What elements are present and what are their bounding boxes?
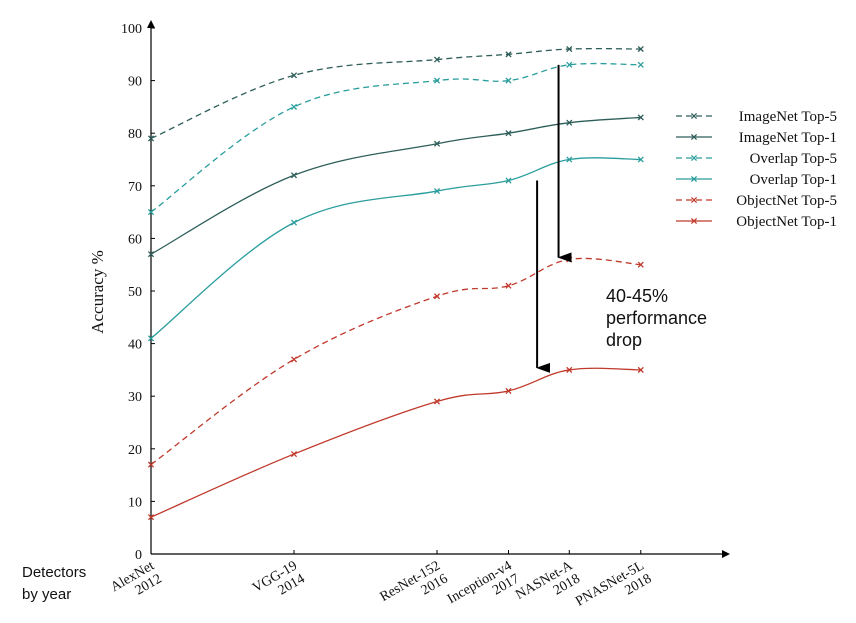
legend-entry-objectnet-top-5: ObjectNet Top-5: [676, 193, 837, 209]
series-overlap-top-1: [147, 156, 644, 342]
legend: ImageNet Top-5 ImageNet Top-1 Overlap Top-…: [676, 109, 837, 230]
series-imagenet-top-1: [147, 114, 644, 258]
data-point-overlap-top-5: [566, 61, 573, 68]
data-point-imagenet-top-5: [147, 135, 155, 142]
x-axis-label: Detectors by year: [22, 564, 90, 603]
y-tick-label: 50: [128, 285, 142, 300]
data-point-overlap-top-1: [637, 156, 644, 163]
y-tick-label: 90: [128, 75, 142, 90]
series-line-overlap-top-5: [150, 62, 641, 213]
data-point-objectnet-top-5: [505, 282, 512, 289]
x-tick-label: ResNet-1522016: [378, 558, 451, 617]
data-point-objectnet-top-5: [433, 293, 441, 300]
legend-entry-imagenet-top-1: ImageNet Top-1: [676, 130, 837, 146]
data-point-objectnet-top-5: [290, 356, 298, 363]
x-tick-label: NASNet-A2018: [513, 558, 583, 616]
series-overlap-top-5: [147, 61, 644, 216]
legend-marker: [690, 154, 698, 162]
annotation-line-1: 40-45%: [606, 286, 668, 306]
annotation-line-2: performance: [606, 308, 707, 328]
data-point-overlap-top-1: [290, 219, 298, 226]
data-point-objectnet-top-1: [637, 366, 644, 373]
data-point-imagenet-top-1: [637, 114, 644, 121]
x-tick-label: AlexNet2012: [108, 558, 164, 608]
data-point-overlap-top-5: [290, 103, 298, 110]
data-point-overlap-top-5: [147, 209, 155, 216]
annotation-performance-drop: 40-45% performance drop: [606, 286, 712, 350]
legend-entry-overlap-top-5: Overlap Top-5: [676, 151, 837, 167]
legend-marker: [690, 175, 698, 183]
data-point-objectnet-top-1: [566, 366, 573, 373]
series-line-objectnet-top-1: [150, 367, 641, 518]
series-group: [147, 45, 644, 521]
x-axis-label-line-1: Detectors: [22, 564, 86, 581]
legend-label: Overlap Top-1: [750, 172, 837, 188]
legend-label: ObjectNet Top-1: [736, 214, 837, 230]
drop-arrows: [536, 64, 572, 373]
legend-marker: [690, 112, 698, 120]
legend-marker: [690, 217, 698, 225]
x-tick-label: Inception-v42017: [445, 558, 522, 620]
data-point-overlap-top-5: [505, 77, 512, 84]
data-point-objectnet-top-1: [290, 451, 298, 458]
data-point-overlap-top-1: [505, 177, 512, 184]
y-tick-label: 40: [128, 338, 142, 353]
series-imagenet-top-5: [147, 45, 644, 142]
legend-entry-objectnet-top-1: ObjectNet Top-1: [676, 214, 837, 230]
y-axis-arrow: [147, 20, 155, 28]
data-point-imagenet-top-1: [147, 251, 155, 258]
y-tick-label: 30: [128, 390, 142, 405]
annotation-line-3: drop: [606, 330, 642, 350]
data-point-overlap-top-5: [637, 61, 644, 68]
y-tick-label: 100: [121, 22, 142, 37]
x-axis-label-line-2: by year: [22, 586, 71, 603]
x-axis-arrow: [722, 550, 730, 558]
series-line-imagenet-top-1: [150, 116, 641, 255]
x-tick-label: PNASNet-5L2018: [573, 558, 654, 622]
data-point-objectnet-top-5: [637, 261, 644, 268]
series-objectnet-top-5: [147, 256, 644, 468]
data-point-overlap-top-1: [566, 156, 573, 163]
data-point-imagenet-top-1: [433, 140, 441, 147]
data-point-objectnet-top-1: [147, 514, 155, 521]
y-axis-label: Accuracy %: [88, 250, 107, 334]
data-point-imagenet-top-1: [566, 119, 573, 126]
legend-label: ImageNet Top-5: [739, 109, 837, 125]
data-point-overlap-top-1: [433, 188, 441, 195]
legend-label: Overlap Top-5: [750, 151, 837, 167]
data-point-imagenet-top-1: [290, 172, 298, 179]
y-tick-label: 80: [128, 127, 142, 142]
legend-label: ImageNet Top-1: [739, 130, 837, 146]
data-point-imagenet-top-5: [637, 45, 644, 53]
data-point-imagenet-top-5: [566, 45, 573, 53]
data-point-objectnet-top-5: [147, 461, 155, 468]
data-point-objectnet-top-1: [433, 398, 441, 405]
series-line-objectnet-top-5: [150, 257, 641, 466]
data-point-imagenet-top-5: [505, 51, 512, 58]
y-tick-label: 20: [128, 443, 142, 458]
y-tick-label: 10: [128, 495, 142, 510]
data-point-overlap-top-1: [147, 335, 155, 342]
legend-marker: [690, 196, 698, 204]
x-tick-label: VGG-192014: [250, 558, 307, 608]
data-point-imagenet-top-5: [290, 72, 298, 79]
legend-marker: [690, 133, 698, 141]
series-objectnet-top-1: [147, 366, 644, 521]
legend-entry-imagenet-top-5: ImageNet Top-5: [676, 109, 837, 125]
y-tick-label: 70: [128, 180, 142, 195]
legend-label: ObjectNet Top-5: [736, 193, 837, 209]
data-point-imagenet-top-1: [505, 130, 512, 137]
y-tick-label: 0: [135, 548, 142, 563]
y-tick-label: 60: [128, 232, 142, 247]
legend-entry-overlap-top-1: Overlap Top-1: [676, 172, 837, 188]
data-point-overlap-top-5: [433, 77, 441, 84]
data-point-objectnet-top-1: [505, 387, 512, 394]
data-point-imagenet-top-5: [433, 56, 441, 63]
